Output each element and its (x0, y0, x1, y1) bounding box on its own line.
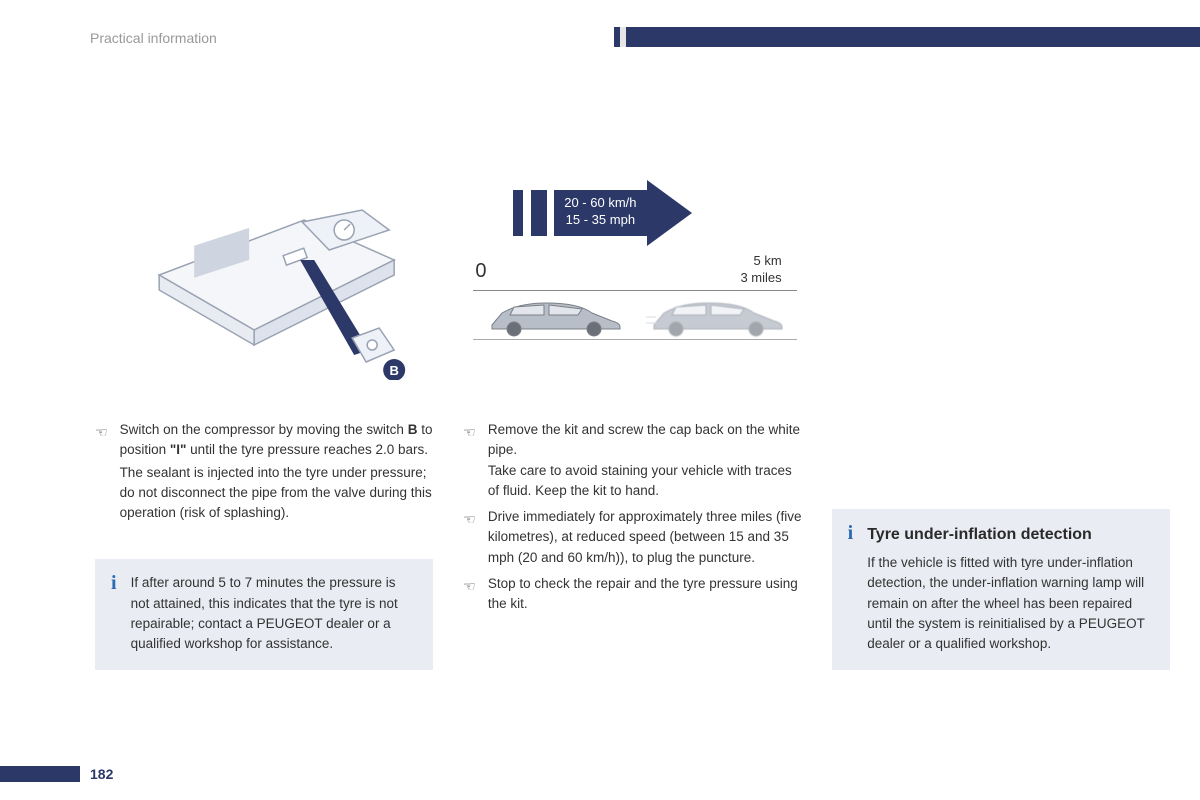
compressor-kit-svg: B (95, 180, 433, 380)
step-item: ☞ Drive immediately for approximately th… (463, 507, 801, 568)
illustration-speed: 20 - 60 km/h 15 - 35 mph 0 5 km 3 miles (463, 180, 801, 380)
speed-mph: 15 - 35 mph (564, 212, 636, 229)
info-text: If after around 5 to 7 minutes the press… (131, 573, 418, 654)
step-text: Switch on the compressor by moving the s… (120, 420, 434, 523)
content-columns: B ☞ Switch on the compressor by moving t… (95, 180, 1170, 670)
info-icon: i (848, 523, 854, 654)
info-content: Tyre under-inflation detection If the ve… (867, 523, 1154, 654)
info-box-underinflation: i Tyre under-inflation detection If the … (832, 509, 1170, 670)
section-title: Practical information (90, 30, 217, 46)
info-body: If the vehicle is fitted with tyre under… (867, 553, 1154, 654)
car-icon (484, 295, 624, 337)
step-item: ☞ Stop to check the repair and the tyre … (463, 574, 801, 615)
pointer-icon: ☞ (463, 576, 476, 615)
speed-arrow: 20 - 60 km/h 15 - 35 mph (513, 190, 691, 246)
step-text: Drive immediately for approximately thre… (488, 507, 802, 568)
pointer-icon: ☞ (95, 422, 108, 523)
column-3: i Tyre under-inflation detection If the … (832, 180, 1170, 670)
distance-label: 5 km 3 miles (740, 253, 781, 287)
page-number-bar (0, 766, 80, 782)
step-item: ☞ Switch on the compressor by moving the… (95, 420, 433, 523)
illustration-compressor-kit: B (95, 180, 433, 380)
header-accent-bar (620, 27, 1200, 47)
pointer-icon: ☞ (463, 422, 476, 501)
page-number: 182 (90, 766, 113, 782)
car-icon-motion (646, 295, 786, 337)
step-text: Stop to check the repair and the tyre pr… (488, 574, 802, 615)
info-box-pressure: i If after around 5 to 7 minutes the pre… (95, 559, 433, 670)
step-text: Remove the kit and screw the cap back on… (488, 420, 802, 501)
svg-text:B: B (389, 363, 398, 378)
column-1: B ☞ Switch on the compressor by moving t… (95, 180, 433, 670)
start-label: 0 (475, 260, 486, 283)
pointer-icon: ☞ (463, 509, 476, 568)
speed-kmh: 20 - 60 km/h (564, 195, 636, 212)
road-graphic (473, 290, 796, 340)
column-2: 20 - 60 km/h 15 - 35 mph 0 5 km 3 miles (463, 180, 801, 670)
info-title: Tyre under-inflation detection (867, 523, 1154, 547)
step-item: ☞ Remove the kit and screw the cap back … (463, 420, 801, 501)
info-icon: i (111, 573, 117, 654)
